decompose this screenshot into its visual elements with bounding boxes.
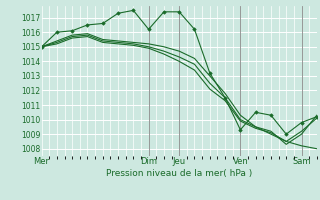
X-axis label: Pression niveau de la mer( hPa ): Pression niveau de la mer( hPa ) <box>106 169 252 178</box>
